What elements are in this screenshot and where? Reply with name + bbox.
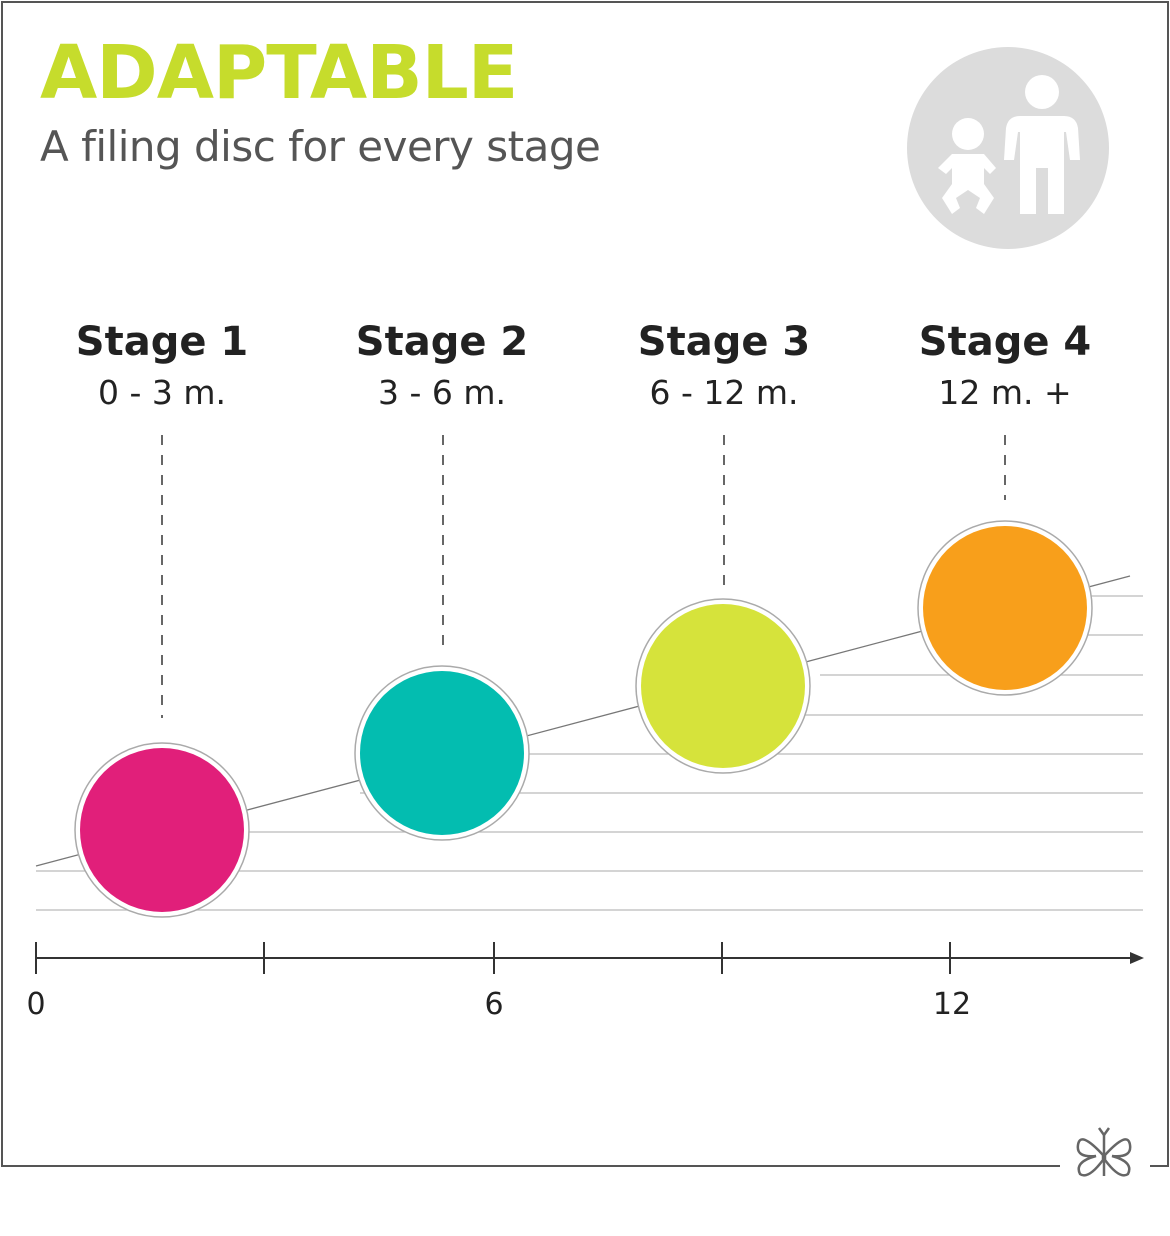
stage-1-name: Stage 1 [75, 319, 249, 365]
page-subtitle: A filing disc for every stage [40, 122, 601, 171]
stage-3-label: Stage 3 6 - 12 m. [604, 322, 844, 409]
stage-3-disc [635, 598, 811, 774]
axis-tick-label-12: 12 [932, 987, 972, 1022]
axis-tick-label-6: 6 [484, 987, 504, 1022]
stage-1-label: Stage 1 0 - 3 m. [42, 322, 282, 409]
timeline-axis [35, 942, 1134, 974]
dashed-connectors [161, 435, 1006, 718]
baby-and-adult-icon [907, 47, 1109, 249]
stage-1-range: 0 - 3 m. [97, 373, 226, 412]
stage-4-label: Stage 4 12 m. + [885, 322, 1125, 409]
frame-border [1, 1, 1169, 1167]
stage-1-disc [74, 742, 250, 918]
stage-2-label: Stage 2 3 - 6 m. [322, 322, 562, 409]
stage-2-range: 3 - 6 m. [377, 373, 506, 412]
stage-2-name: Stage 2 [355, 319, 529, 365]
stage-2-disc [354, 665, 530, 841]
stage-4-name: Stage 4 [918, 319, 1092, 365]
axis-tick-label-0: 0 [26, 987, 46, 1022]
stage-3-range: 6 - 12 m. [649, 373, 799, 412]
stage-4-range: 12 m. + [938, 373, 1072, 412]
butterfly-logo [1076, 1127, 1132, 1177]
stage-4-disc [917, 520, 1093, 696]
page-title: ADAPTABLE [40, 30, 518, 116]
stage-3-name: Stage 3 [637, 319, 811, 365]
axis-arrow-icon [1130, 952, 1144, 964]
